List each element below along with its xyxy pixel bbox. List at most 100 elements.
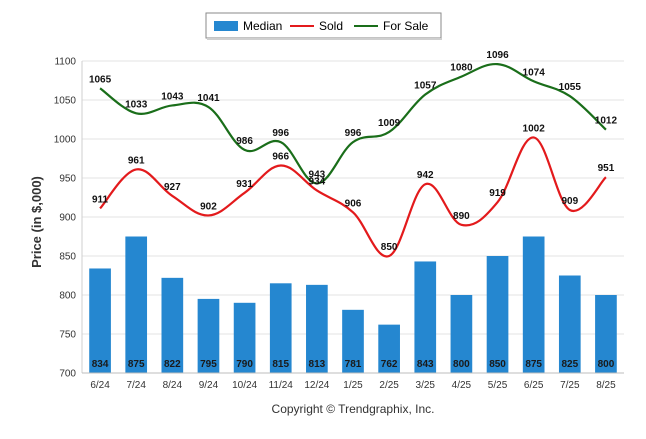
- for-sale-point-label: 996: [272, 128, 289, 139]
- median-bar: [197, 298, 220, 373]
- y-tick-label: 750: [59, 330, 76, 341]
- median-bar-label: 825: [561, 359, 578, 370]
- legend-median-swatch: [214, 21, 238, 31]
- median-bar: [414, 261, 437, 373]
- y-axis-title: Price (in $,000): [29, 176, 44, 268]
- for-sale-point-label: 986: [236, 136, 253, 147]
- copyright-text: Copyright © Trendgraphix, Inc.: [272, 402, 435, 416]
- sold-point-label: 966: [272, 152, 289, 163]
- x-tick-label: 4/25: [452, 380, 472, 391]
- x-tick-label: 8/25: [596, 380, 616, 391]
- axis-layer: 700 750 800 850 900 950 1000 1050 1100 6/24 7/24 8/…: [54, 57, 624, 391]
- bar-layer: [89, 236, 617, 373]
- sold-point-label: 927: [164, 182, 181, 193]
- x-tick-label: 6/24: [90, 380, 110, 391]
- for-sale-point-label: 1033: [125, 99, 148, 110]
- sold-point-label: 911: [92, 194, 109, 205]
- for-sale-point-label: 1041: [197, 93, 220, 104]
- median-bar-label: 800: [598, 359, 615, 370]
- sold-point-label: 906: [345, 198, 362, 209]
- x-tick-label: 7/25: [560, 380, 580, 391]
- median-bar: [378, 324, 400, 373]
- y-tick-label: 850: [59, 252, 76, 263]
- median-bar-label: 762: [381, 359, 398, 370]
- for-sale-point-label: 1009: [378, 118, 401, 129]
- median-bar-label: 843: [417, 359, 434, 370]
- for-sale-point-label: 1043: [161, 91, 184, 102]
- median-bar: [306, 284, 328, 373]
- line-layer: [99, 63, 607, 258]
- median-bar: [161, 277, 184, 373]
- y-tick-label: 700: [59, 369, 76, 380]
- for-sale-point-label: 1074: [523, 67, 546, 78]
- median-bar: [342, 309, 364, 373]
- median-bar: [450, 295, 473, 373]
- x-tick-label: 10/24: [232, 380, 257, 391]
- y-tick-label: 1100: [54, 57, 76, 68]
- legend-median-label: Median: [243, 19, 282, 33]
- median-bar-label: 875: [525, 359, 542, 370]
- median-bar-label: 822: [164, 359, 181, 370]
- median-bar-label: 815: [272, 359, 289, 370]
- for-sale-point-label: 996: [345, 128, 362, 139]
- for-sale-point-label: 1055: [559, 82, 582, 93]
- for-sale-point-label: 943: [309, 169, 326, 180]
- median-bar: [486, 256, 509, 373]
- x-tick-label: 9/24: [199, 380, 219, 391]
- median-bar-label: 795: [200, 359, 217, 370]
- legend-sold-label: Sold: [319, 19, 343, 33]
- median-bar-label: 790: [236, 359, 253, 370]
- median-bar-label: 800: [453, 359, 470, 370]
- y-tick-label: 1000: [54, 135, 77, 146]
- legend: Median Sold For Sale: [205, 12, 442, 40]
- median-bar-label: 850: [489, 359, 506, 370]
- sold-point-label: 951: [598, 163, 615, 174]
- x-tick-label: 7/24: [126, 380, 146, 391]
- median-bar-label: 781: [345, 359, 362, 370]
- median-bar: [125, 236, 148, 373]
- x-tick-label: 12/24: [304, 380, 329, 391]
- median-bar-label: 813: [309, 359, 326, 370]
- y-tick-label: 1050: [54, 96, 77, 107]
- median-bar: [558, 275, 581, 373]
- sold-point-label: 909: [561, 196, 578, 207]
- median-bar-label: 875: [128, 359, 145, 370]
- median-bar: [595, 295, 617, 373]
- legend-box: [205, 12, 442, 39]
- y-tick-label: 900: [59, 213, 76, 224]
- sold-point-label: 934: [309, 176, 326, 187]
- x-tick-label: 6/25: [524, 380, 544, 391]
- sold-point-label: 1002: [523, 123, 546, 134]
- median-bar: [269, 283, 292, 373]
- sold-point-label: 902: [200, 201, 217, 212]
- for-sale-point-label: 1065: [89, 74, 112, 85]
- sold-point-label: 850: [381, 242, 398, 253]
- median-bar: [233, 302, 256, 373]
- sold-point-label: 961: [128, 155, 145, 166]
- sold-point-label: 931: [236, 179, 253, 190]
- for-sale-point-label: 1080: [450, 63, 473, 74]
- for-sale-point-label: 1096: [486, 50, 509, 61]
- for-sale-point-label: 1012: [595, 116, 618, 127]
- for-sale-point-label: 1057: [414, 81, 437, 92]
- x-tick-label: 3/25: [416, 380, 436, 391]
- x-tick-label: 1/25: [343, 380, 363, 391]
- sold-point-label: 942: [417, 170, 434, 181]
- sold-point-label: 919: [489, 188, 506, 199]
- legend-forsale-label: For Sale: [383, 19, 429, 33]
- y-tick-label: 800: [59, 291, 76, 302]
- x-tick-label: 5/25: [488, 380, 508, 391]
- label-layer: 834 875 822 795 790 815 813 781 762 843 800 850 875 8…: [89, 50, 618, 370]
- median-bar: [522, 236, 545, 373]
- x-tick-label: 11/24: [269, 380, 294, 391]
- x-tick-label: 8/24: [163, 380, 183, 391]
- y-tick-label: 950: [59, 174, 76, 185]
- median-bar: [89, 268, 111, 373]
- median-bar-label: 834: [92, 359, 109, 370]
- for-sale-line: [99, 63, 607, 185]
- sold-line: [99, 136, 607, 258]
- sold-point-label: 890: [453, 211, 470, 222]
- x-tick-label: 2/25: [379, 380, 399, 391]
